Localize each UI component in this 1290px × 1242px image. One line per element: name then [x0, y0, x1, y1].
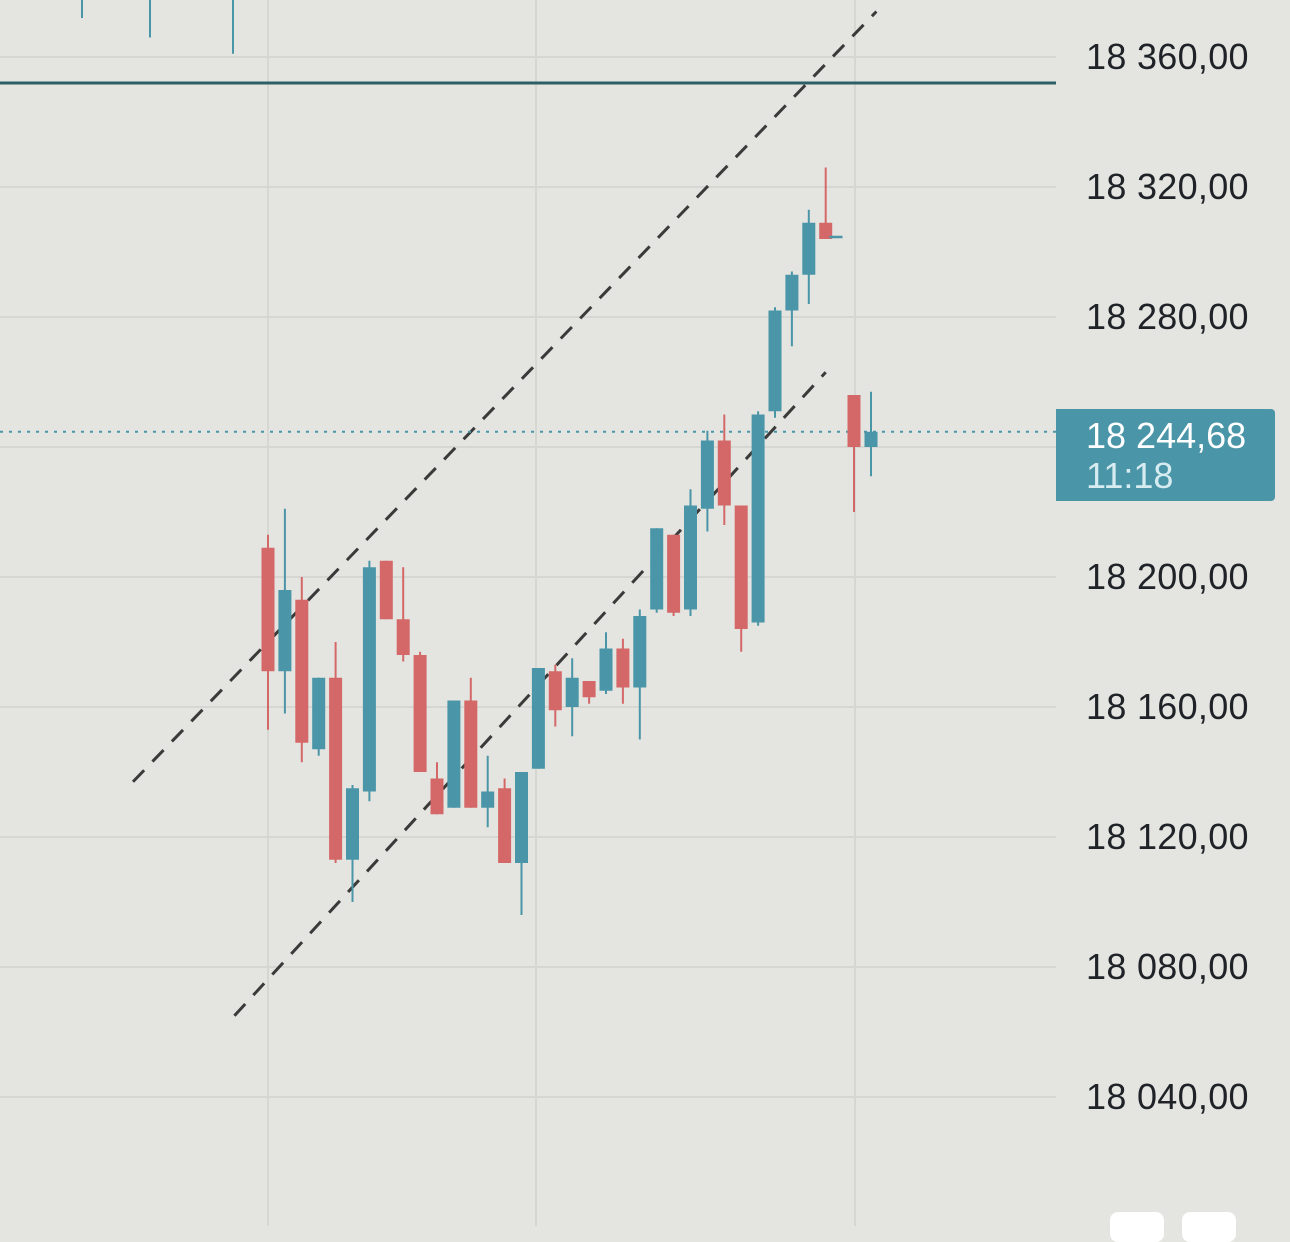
- candle-body: [829, 235, 843, 239]
- candle-body: [785, 274, 799, 311]
- candle-body: [751, 414, 765, 623]
- candle-body: [295, 599, 309, 743]
- candle-body: [329, 677, 343, 860]
- candle-body: [599, 648, 613, 691]
- candle-body: [802, 222, 816, 275]
- y-tick-label: 18 280,00: [1086, 296, 1249, 337]
- candle-body: [864, 431, 878, 447]
- candle-body: [362, 567, 376, 792]
- candle-body: [312, 677, 326, 750]
- current-price-tag: 18 244,68 11:18: [1056, 409, 1275, 501]
- current-price-label: 18 244,68: [1086, 415, 1247, 456]
- candle-body: [548, 671, 562, 711]
- candle-body: [261, 547, 275, 672]
- candle-body: [346, 788, 359, 860]
- trend-line: [131, 10, 878, 783]
- candle-body: [413, 655, 427, 772]
- chart-control-button[interactable]: [1110, 1212, 1164, 1242]
- candle-body: [616, 648, 630, 688]
- candle-body: [717, 440, 731, 506]
- candle-body: [734, 505, 748, 629]
- candle-body: [684, 505, 697, 610]
- candle-body: [464, 700, 478, 808]
- candle-body: [819, 222, 833, 239]
- candle-body: [278, 590, 292, 672]
- candle-body: [447, 700, 461, 808]
- candle-countdown-label: 11:18: [1086, 455, 1174, 496]
- y-tick-label: 18 360,00: [1086, 36, 1249, 77]
- y-tick-label: 18 320,00: [1086, 166, 1249, 207]
- candle-body: [430, 778, 444, 815]
- candle-body: [667, 534, 681, 613]
- candle-body: [700, 440, 714, 509]
- candle-body: [379, 560, 393, 620]
- candle-body: [498, 788, 512, 863]
- y-tick-label: 18 040,00: [1086, 1076, 1249, 1117]
- candle-body: [768, 310, 782, 412]
- y-tick-label: 18 160,00: [1086, 686, 1249, 727]
- candle-body: [633, 616, 647, 688]
- candle-body: [515, 772, 528, 863]
- candle-body: [396, 619, 410, 655]
- candle-body: [650, 528, 664, 610]
- candle-body: [565, 677, 579, 707]
- chart-control-button[interactable]: [1182, 1212, 1236, 1242]
- y-tick-label: 18 120,00: [1086, 816, 1249, 857]
- candle-body: [582, 681, 596, 698]
- y-tick-label: 18 080,00: [1086, 946, 1249, 987]
- candle-body: [481, 791, 495, 808]
- candle-body: [531, 668, 545, 769]
- y-tick-label: 18 200,00: [1086, 556, 1249, 597]
- candle-body: [847, 395, 861, 447]
